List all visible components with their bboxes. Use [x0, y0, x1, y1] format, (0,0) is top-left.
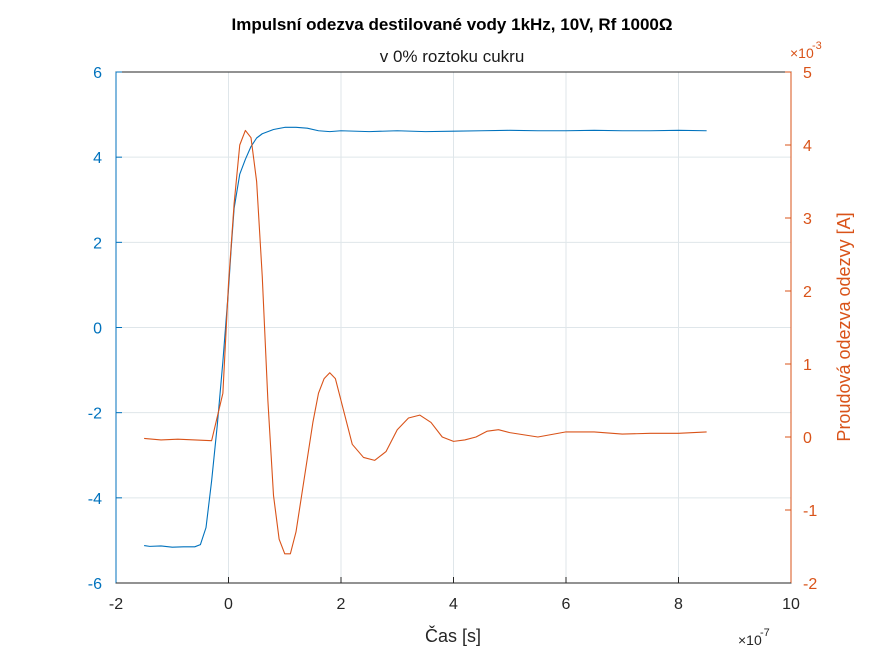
series-line-right	[144, 129, 707, 555]
y-left-tick-label: 6	[93, 65, 102, 82]
y-left-tick-label: 2	[93, 235, 102, 252]
y-right-tick-label: 2	[803, 284, 812, 301]
y-right-tick-label: 3	[803, 211, 812, 228]
series-line-left	[144, 126, 707, 548]
y-right-exponent-base: ×10	[790, 45, 814, 61]
chart-subtitle: v 0% roztoku cukru	[380, 47, 525, 66]
y-right-tick-label: 4	[803, 138, 812, 155]
grid	[116, 72, 791, 583]
x-tick-label: 0	[224, 596, 233, 613]
x-exponent-power: -7	[760, 627, 770, 639]
axes: -2 0 2 4 6 8 10 -6 -4 -2 0 2 4 6 -2 -1 0 1 2 3 4 5	[88, 65, 818, 613]
y-right-axis-label: Proudová odezva odezvy [A]	[834, 212, 854, 441]
y-left-tick-label: -2	[88, 406, 102, 423]
x-tick-label: 4	[449, 596, 458, 613]
y-right-tick-label: -1	[803, 503, 817, 520]
x-tick-label: -2	[109, 596, 123, 613]
y-left-tick-label: -6	[88, 576, 102, 593]
x-tick-label: 8	[674, 596, 683, 613]
y-right-tick-label: 1	[803, 357, 812, 374]
y-right-tick-label: -2	[803, 576, 817, 593]
x-tick-label: 10	[782, 596, 800, 613]
x-tick-label: 2	[337, 596, 346, 613]
y-right-tick-label: 5	[803, 65, 812, 82]
y-left-tick-label: 4	[93, 150, 102, 167]
y-right-exponent-power: -3	[812, 40, 822, 52]
x-axis-label: Čas [s]	[425, 625, 481, 646]
y-right-exponent: ×10 -3	[790, 40, 822, 61]
x-tick-label: 6	[562, 596, 571, 613]
chart-title: Impulsní odezva destilované vody 1kHz, 1…	[231, 15, 672, 34]
y-right-tick-label: 0	[803, 430, 812, 447]
x-exponent: ×10 -7	[738, 627, 770, 648]
x-exponent-base: ×10	[738, 632, 762, 648]
y-left-tick-label: 0	[93, 321, 102, 338]
series-layer	[144, 126, 707, 555]
y-left-tick-label: -4	[88, 491, 102, 508]
